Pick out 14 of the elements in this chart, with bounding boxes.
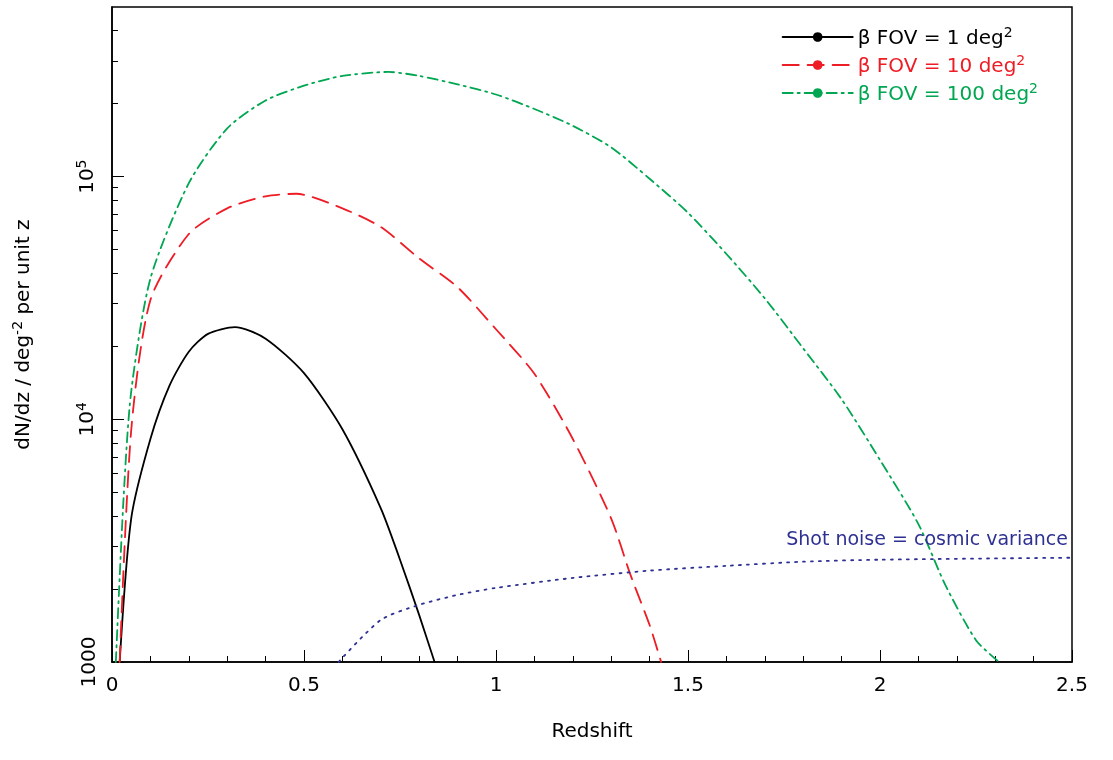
y-axis-title: dN/dz / deg-2 per unit z xyxy=(9,219,34,450)
line-series xyxy=(337,556,1073,663)
line-series xyxy=(118,192,663,663)
y-tick-label: 1000 xyxy=(76,636,100,688)
x-axis-title: Redshift xyxy=(551,718,633,742)
x-tick-label: 2 xyxy=(873,672,887,696)
x-tick-label: 0.5 xyxy=(288,672,320,696)
y-tick-label: 104 xyxy=(73,402,98,437)
x-tick-label: 1.5 xyxy=(672,672,704,696)
y-tick-label: 105 xyxy=(73,159,98,194)
series-label: Shot noise = cosmic variance xyxy=(786,527,1068,550)
x-tick-label: 0 xyxy=(105,672,119,696)
x-tick-label: 1 xyxy=(489,672,503,696)
x-tick-label: 2.5 xyxy=(1056,672,1088,696)
